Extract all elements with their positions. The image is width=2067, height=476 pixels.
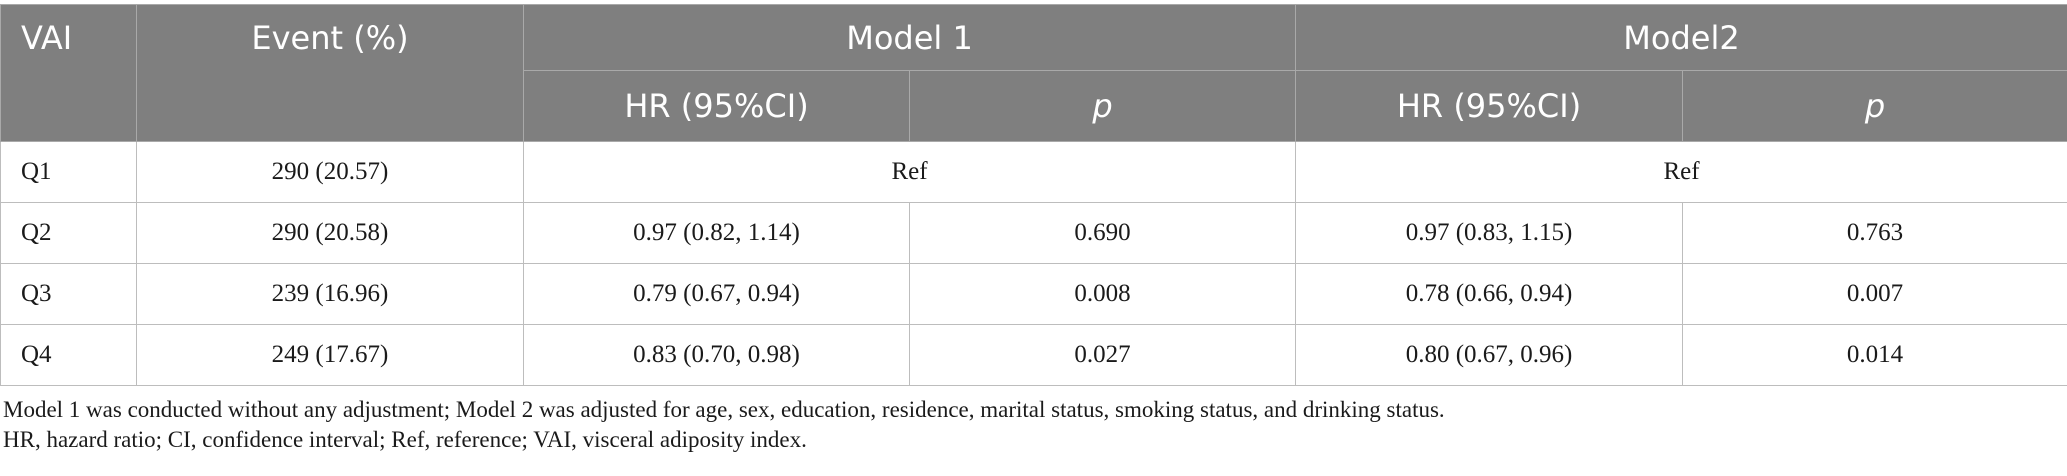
event-cell: 290 (20.57) (136, 141, 524, 203)
table-row: Q4 249 (17.67) 0.83 (0.70, 0.98) 0.027 0… (0, 324, 2067, 386)
table-row: Q2 290 (20.58) 0.97 (0.82, 1.14) 0.690 0… (0, 202, 2067, 264)
header-model2-hr: HR (95%CI) (1295, 70, 1684, 142)
model2-hr-cell: 0.97 (0.83, 1.15) (1295, 202, 1684, 264)
model2-hr-cell: 0.78 (0.66, 0.94) (1295, 263, 1684, 325)
results-table: VAI Event (%) Model 1 Model2 HR (95%CI) … (0, 4, 2067, 386)
model1-p-cell: 0.690 (908, 202, 1297, 264)
header-row-2: HR (95%CI) p HR (95%CI) p (1, 70, 2067, 142)
model2-p-cell: 0.014 (1682, 324, 2067, 386)
table-row: Q3 239 (16.96) 0.79 (0.67, 0.94) 0.008 0… (0, 263, 2067, 325)
model2-hr-cell: 0.80 (0.67, 0.96) (1295, 324, 1684, 386)
model1-hr-cell: 0.83 (0.70, 0.98) (523, 324, 910, 386)
model2-p-cell: 0.007 (1682, 263, 2067, 325)
header-model2-p: p (1682, 70, 2067, 142)
header-model1-p: p (908, 70, 1297, 142)
model1-ref-cell: Ref (522, 141, 1297, 203)
model2-ref-cell: Ref (1295, 141, 2067, 203)
footnote-models: Model 1 was conducted without any adjust… (3, 397, 1445, 422)
event-cell: 249 (17.67) (136, 324, 524, 386)
model1-p-cell: 0.008 (908, 263, 1297, 325)
header-row-1: VAI Event (%) Model 1 Model2 (0, 4, 2067, 142)
header-model1: Model 1 (522, 4, 1297, 71)
model1-p-cell: 0.027 (908, 324, 1297, 386)
row-label: Q1 (0, 141, 137, 203)
header-model1-hr: HR (95%CI) (523, 70, 910, 142)
header-model2: Model2 (1295, 4, 2067, 71)
footnote-abbreviations: HR, hazard ratio; CI, confidence interva… (3, 427, 807, 452)
event-cell: 239 (16.96) (136, 263, 524, 325)
row-label: Q3 (0, 263, 137, 325)
model2-p-cell: 0.763 (1682, 202, 2067, 264)
row-label: Q2 (0, 202, 137, 264)
table-row: Q1 290 (20.57) Ref Ref (0, 141, 2067, 203)
model1-hr-cell: 0.97 (0.82, 1.14) (523, 202, 910, 264)
table-container: VAI Event (%) Model 1 Model2 HR (95%CI) … (0, 4, 2067, 455)
row-label: Q4 (0, 324, 137, 386)
header-vai: VAI (0, 4, 137, 142)
model1-hr-cell: 0.79 (0.67, 0.94) (523, 263, 910, 325)
event-cell: 290 (20.58) (136, 202, 524, 264)
table-footnotes: Model 1 was conducted without any adjust… (0, 395, 2067, 455)
header-event: Event (%) (136, 4, 524, 142)
